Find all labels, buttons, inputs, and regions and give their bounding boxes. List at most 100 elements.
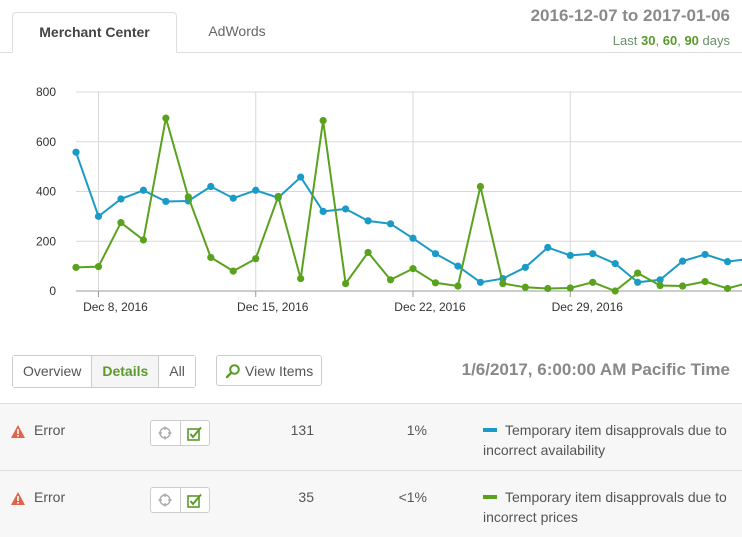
issues-line-chart: 0 200 400 600 800 Dec 8, 2016 Dec 15, 2016 Dec … (36, 85, 742, 314)
data-point (342, 205, 350, 213)
issue-description: Temporary item disapprovals due to incor… (483, 487, 733, 527)
data-point (139, 186, 147, 194)
description-text: Temporary item disapprovals due to incor… (483, 422, 727, 458)
data-point (94, 263, 103, 271)
data-point (386, 276, 395, 284)
data-point (634, 278, 642, 286)
all-button[interactable]: All (159, 356, 195, 387)
target-icon[interactable] (151, 421, 181, 445)
data-point (409, 265, 417, 273)
view-mode-group: Overview Details All (12, 355, 196, 388)
y-tick-label: 200 (36, 234, 56, 248)
last-days-sep: , (655, 33, 660, 48)
affected-percent: 1% (406, 422, 427, 438)
data-point (431, 250, 440, 258)
tab-merchant-center[interactable]: Merchant Center (12, 12, 177, 53)
data-point (476, 278, 484, 286)
last-days-suffix: days (702, 33, 730, 48)
overview-button[interactable]: Overview (13, 356, 93, 387)
affected-count: 131 (290, 422, 314, 438)
date-range: 2016-12-07 to 2017-01-06 (530, 6, 730, 25)
data-point (184, 193, 192, 201)
data-point (656, 276, 664, 284)
data-point (611, 287, 619, 295)
data-point (723, 258, 732, 266)
data-point (297, 173, 305, 181)
data-point (409, 234, 417, 242)
data-point (207, 182, 215, 191)
y-tick-label: 600 (36, 135, 56, 149)
warning-icon (11, 425, 25, 438)
x-tick-label: Dec 22, 2016 (394, 300, 466, 314)
data-point (72, 148, 80, 156)
last-days-selector: Last 30, 60, 90 days (613, 33, 730, 48)
data-point (679, 282, 687, 290)
data-point (723, 284, 732, 293)
data-point (117, 218, 125, 227)
checkbox-edit-icon[interactable] (181, 421, 210, 445)
last-60-days-link[interactable]: 60 (662, 33, 678, 48)
target-icon[interactable] (151, 488, 181, 512)
severity-label: Error (34, 422, 66, 438)
checkbox-edit-icon[interactable] (181, 488, 210, 512)
data-point (634, 269, 642, 277)
issue-row[interactable]: Error 131 1% Temporary item disapprovals… (0, 403, 742, 470)
data-point (319, 117, 327, 125)
series-swatch (483, 494, 497, 499)
issue-row[interactable]: Error 35 <1% Temporary item disapprovals… (0, 470, 742, 537)
tab-adwords[interactable]: AdWords (208, 23, 266, 39)
data-point (274, 192, 282, 201)
data-point (139, 236, 147, 244)
data-point (566, 284, 574, 292)
data-point (297, 274, 305, 283)
x-tick-label: Dec 8, 2016 (83, 300, 148, 314)
search-icon (225, 364, 240, 379)
last-days-sep: , (677, 33, 681, 48)
data-point (162, 197, 170, 206)
data-point (162, 114, 170, 122)
data-point (386, 220, 395, 228)
affected-percent: <1% (398, 489, 427, 505)
last-30-days-link[interactable]: 30 (641, 33, 656, 48)
data-timestamp: 1/6/2017, 6:00:00 AM Pacific Time (461, 360, 730, 379)
description-text: Temporary item disapprovals due to incor… (483, 489, 727, 525)
last-days-prefix: Last (612, 33, 638, 48)
data-point (611, 260, 619, 268)
data-point (701, 250, 709, 259)
data-point (319, 207, 327, 215)
data-point (589, 278, 597, 286)
y-tick-label: 0 (49, 284, 56, 298)
data-point (499, 279, 507, 288)
data-point (679, 257, 687, 265)
data-point (476, 182, 484, 191)
data-point (701, 277, 709, 286)
data-point (544, 284, 552, 293)
view-items-button[interactable]: View Items (216, 355, 322, 386)
series-line-0 (75, 151, 742, 284)
row-actions (150, 487, 210, 513)
affected-count: 35 (298, 489, 314, 505)
last-90-days-link[interactable]: 90 (684, 33, 699, 48)
data-point (454, 282, 462, 290)
severity-label: Error (34, 489, 66, 505)
data-point (72, 263, 80, 271)
y-tick-label: 400 (36, 185, 56, 199)
data-point (342, 279, 350, 288)
data-point (521, 263, 529, 271)
data-point (207, 253, 215, 262)
data-point (252, 186, 260, 194)
y-tick-label: 800 (36, 85, 56, 99)
details-button[interactable]: Details (92, 356, 160, 387)
data-point (454, 262, 462, 270)
row-actions (150, 420, 210, 446)
view-items-label: View Items (245, 363, 314, 379)
x-tick-label: Dec 29, 2016 (552, 300, 624, 314)
data-point (431, 279, 440, 287)
data-point (117, 195, 125, 203)
data-point (229, 267, 237, 275)
series-line-1 (75, 117, 742, 293)
data-point (589, 250, 597, 258)
data-point (656, 281, 664, 290)
issue-description: Temporary item disapprovals due to incor… (483, 420, 733, 460)
data-point (229, 194, 237, 202)
